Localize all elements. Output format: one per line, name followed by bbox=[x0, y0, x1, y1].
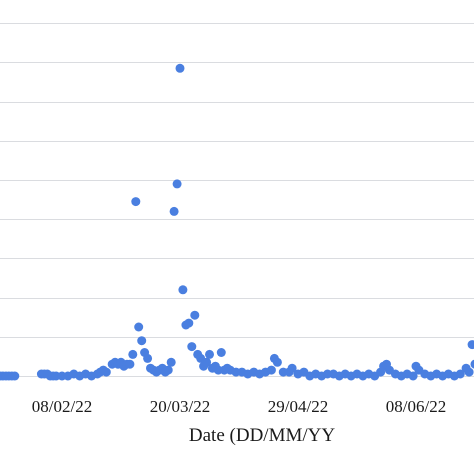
data-point bbox=[216, 348, 226, 357]
data-point bbox=[166, 357, 176, 367]
x-tick-label: 08/02/22 bbox=[32, 397, 92, 416]
data-point bbox=[202, 357, 212, 367]
data-points bbox=[0, 63, 474, 381]
data-point bbox=[134, 322, 144, 332]
data-point bbox=[137, 336, 147, 346]
x-axis-tick-labels: 08/02/22 20/03/22 29/04/22 08/06/22 bbox=[32, 397, 446, 416]
data-point bbox=[184, 318, 194, 328]
data-point bbox=[172, 179, 182, 189]
data-point bbox=[190, 310, 200, 320]
data-point bbox=[455, 369, 465, 379]
data-point bbox=[169, 206, 179, 216]
data-point bbox=[187, 342, 197, 352]
data-point bbox=[128, 349, 138, 359]
data-point bbox=[175, 63, 185, 73]
data-point bbox=[143, 353, 153, 363]
x-axis-title: Date (DD/MM/YY bbox=[189, 425, 335, 446]
data-point bbox=[205, 349, 214, 359]
data-point bbox=[470, 359, 474, 369]
data-point bbox=[163, 365, 173, 375]
x-tick-label: 29/04/22 bbox=[268, 397, 328, 416]
data-point bbox=[467, 340, 474, 350]
data-point bbox=[125, 359, 135, 369]
data-point bbox=[101, 367, 111, 377]
data-point bbox=[131, 197, 141, 207]
data-point bbox=[10, 371, 20, 381]
horizontal-gridlines bbox=[0, 23, 474, 377]
data-point bbox=[178, 285, 188, 295]
data-point bbox=[272, 357, 282, 367]
data-point bbox=[408, 371, 418, 381]
x-tick-label: 20/03/22 bbox=[150, 397, 210, 416]
data-point bbox=[464, 367, 474, 377]
data-point bbox=[266, 365, 276, 375]
data-point bbox=[287, 363, 297, 373]
x-tick-label: 08/06/22 bbox=[386, 397, 446, 416]
